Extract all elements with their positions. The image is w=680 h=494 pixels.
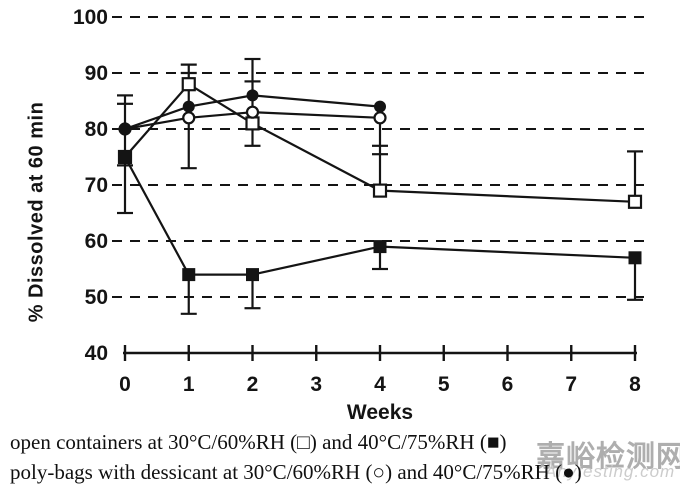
x-tick-label: 5 [438, 373, 450, 396]
x-tick-label: 3 [310, 373, 322, 396]
x-tick-label: 6 [502, 373, 514, 396]
marker-open-circle [373, 111, 387, 125]
marker-filled-square [246, 268, 259, 282]
y-tick-label: 70 [85, 174, 108, 197]
y-tick-label: 60 [85, 230, 108, 253]
series-line-filled-circle [124, 94, 381, 131]
marker-open-square [627, 194, 643, 209]
y-tick-label: 90 [85, 62, 108, 85]
dissolution-chart-plot: 0 1 2 3 4 5 6 7 8 40 50 60 70 80 90 100 [73, 6, 648, 396]
caption-line-poly-bags: poly-bags with dessicant at 30°C/60%RH (… [10, 460, 582, 484]
marker-filled-circle [374, 100, 386, 113]
marker-open-circle [245, 105, 260, 119]
marker-filled-square [118, 150, 132, 164]
marker-open-circle [182, 111, 196, 125]
marker-filled-circle [119, 123, 131, 135]
marker-filled-circle [246, 89, 259, 102]
x-tick-label: 7 [565, 373, 577, 396]
x-tick-label: 2 [247, 373, 259, 396]
marker-filled-square [628, 251, 642, 265]
marker-open-square [245, 116, 260, 131]
marker-filled-square [182, 268, 196, 282]
y-tick-label: 50 [85, 286, 108, 309]
figure-caption: open containers at 30°C/60%RH (□) and 40… [10, 427, 678, 487]
x-tick-label: 1 [183, 373, 195, 396]
marker-open-square [181, 77, 196, 92]
y-tick-label: 80 [85, 118, 108, 141]
y-tick-label: 100 [73, 6, 108, 29]
marker-filled-square [373, 240, 387, 254]
x-tick-label: 4 [374, 373, 386, 396]
x-axis-title: Weeks [346, 401, 414, 424]
marker-filled-circle [182, 100, 195, 113]
series-line-open-circle [124, 111, 381, 131]
watermark-subtext: Anytesting.com [545, 462, 676, 481]
y-tick-label: 40 [85, 342, 108, 365]
x-tick-label: 8 [629, 373, 641, 396]
watermark-text: 嘉峪检测网 [536, 441, 680, 473]
x-tick-label: 0 [119, 373, 131, 396]
caption-line-open-containers: open containers at 30°C/60%RH (□) and 40… [10, 430, 507, 454]
y-axis-title: % Dissolved at 60 min [25, 101, 48, 323]
marker-open-square [372, 183, 388, 198]
